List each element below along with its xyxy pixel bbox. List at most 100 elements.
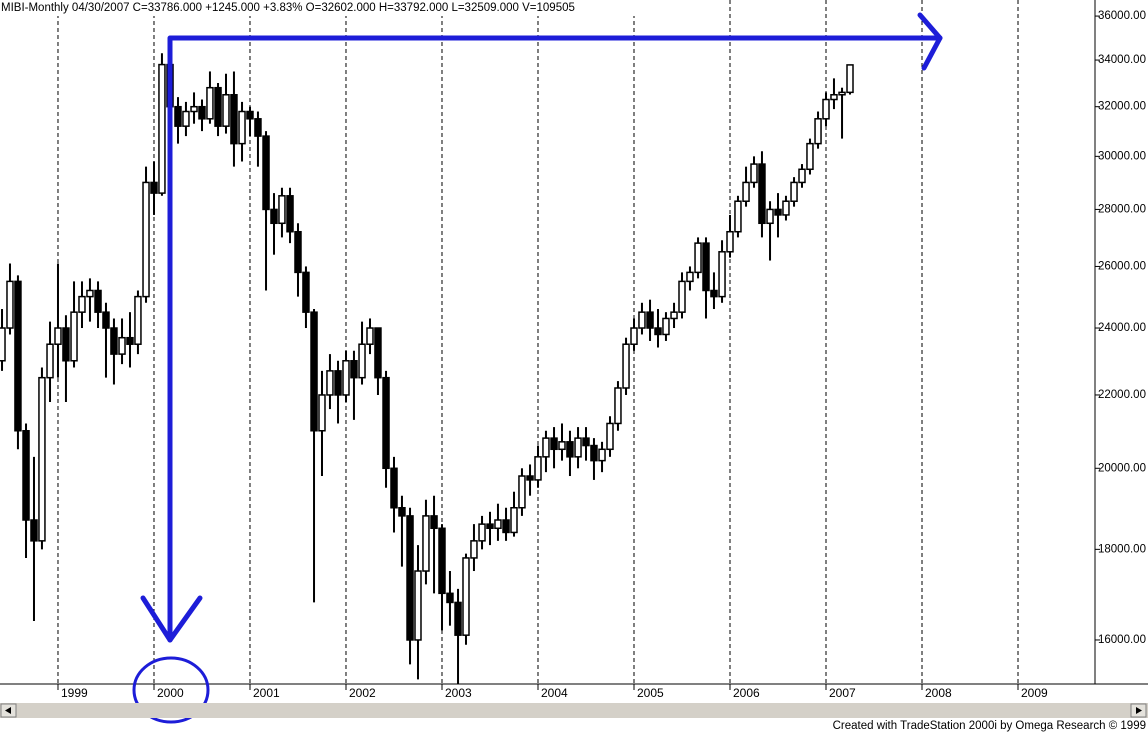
x-tick-label: 2008 (925, 686, 952, 700)
annotation-arrow (167, 35, 943, 643)
candle-body (630, 327, 638, 345)
candle-body (158, 63, 166, 194)
candle-body (502, 519, 510, 534)
candle-body (406, 515, 414, 641)
candle-body (302, 271, 310, 313)
candle-body (790, 181, 798, 202)
candle-body (590, 444, 598, 462)
candle-body (686, 271, 694, 283)
candle-body (654, 327, 662, 336)
candle-body (390, 467, 398, 509)
candle-body (342, 360, 350, 396)
x-tick-label: 2006 (733, 686, 760, 700)
candle-body (350, 360, 358, 379)
candle-body (830, 94, 838, 101)
candle-body (414, 570, 422, 641)
candle-body (366, 327, 374, 345)
candle-body (358, 343, 366, 379)
candle-body (54, 327, 62, 345)
candle-body (78, 295, 86, 313)
candle-body (46, 343, 54, 379)
candle-body (662, 317, 670, 336)
candle-body (22, 430, 30, 521)
candle-body (454, 601, 462, 636)
candle-body (622, 343, 630, 389)
candle-body (86, 289, 94, 298)
candle-body (398, 507, 406, 517)
y-tick-label: 32000.00 (1098, 101, 1146, 113)
x-tick-label: 1999 (61, 686, 88, 700)
candle-body (150, 181, 158, 194)
y-tick-label: 28000.00 (1098, 203, 1146, 215)
candle-body (734, 200, 742, 233)
candle-body (238, 110, 246, 145)
candle-body (798, 168, 806, 184)
y-tick-label: 36000.00 (1098, 10, 1146, 22)
y-tick-label: 34000.00 (1098, 54, 1146, 66)
y-tick-label: 18000.00 (1098, 543, 1146, 555)
candle-body (542, 437, 550, 458)
x-tick-label: 2004 (541, 686, 568, 700)
candle-body (294, 230, 302, 274)
candle-body (110, 327, 118, 355)
header-bg (0, 0, 650, 16)
candle-body (190, 105, 198, 113)
annotation (132, 12, 943, 724)
y-tick-label: 24000.00 (1098, 322, 1146, 334)
candle-body (566, 441, 574, 458)
candle-body (0, 327, 6, 362)
candle-body (142, 181, 150, 298)
candle-body (846, 64, 854, 94)
candle-body (750, 163, 758, 184)
candle-body (382, 376, 390, 470)
candle-body (550, 437, 558, 451)
candle-body (422, 515, 430, 572)
footer: Created with TradeStation 2000i by Omega… (833, 720, 1146, 732)
candle-body (286, 195, 294, 233)
candle-body (126, 336, 134, 345)
x-tick-label: 2000 (157, 686, 184, 700)
candle-body (214, 86, 222, 127)
candle-body (134, 295, 142, 345)
arrow-icon (1136, 707, 1142, 714)
candle-body (262, 135, 270, 211)
candle-body (94, 289, 102, 313)
annotation-circle (132, 656, 210, 724)
scrollbar[interactable] (0, 703, 1148, 718)
candle-body (198, 105, 206, 120)
candle-body (678, 280, 686, 313)
x-tick-label: 2003 (445, 686, 472, 700)
candle-body (478, 523, 486, 542)
x-tick-label: 2005 (637, 686, 664, 700)
candle-body (270, 208, 278, 225)
x-tick-label: 2009 (1021, 686, 1048, 700)
candle-body (758, 163, 766, 225)
candle-body (518, 475, 526, 509)
candle-body (14, 280, 22, 432)
candle-body (726, 230, 734, 253)
y-tick-label: 16000.00 (1098, 634, 1146, 646)
candle-body (774, 208, 782, 216)
candle-body (558, 441, 566, 451)
candle-body (598, 448, 606, 462)
candle-body (838, 91, 846, 96)
candle-body (38, 376, 46, 542)
x-tick-label: 2002 (349, 686, 376, 700)
y-tick-label: 30000.00 (1098, 150, 1146, 162)
candle-body (438, 527, 446, 595)
candle-body (462, 557, 470, 636)
x-tick-label: 2007 (829, 686, 856, 700)
candle-body (574, 437, 582, 458)
candle-body (430, 515, 438, 530)
y-tick-label: 22000.00 (1098, 389, 1146, 401)
scrollbar-track[interactable] (0, 703, 1148, 718)
candle-body (822, 98, 830, 120)
arrow-head (917, 12, 943, 71)
candle-body (174, 105, 182, 127)
candle-body (254, 118, 262, 137)
candle-body (814, 118, 822, 145)
candle-body (510, 507, 518, 534)
plot-area (0, 0, 1019, 685)
